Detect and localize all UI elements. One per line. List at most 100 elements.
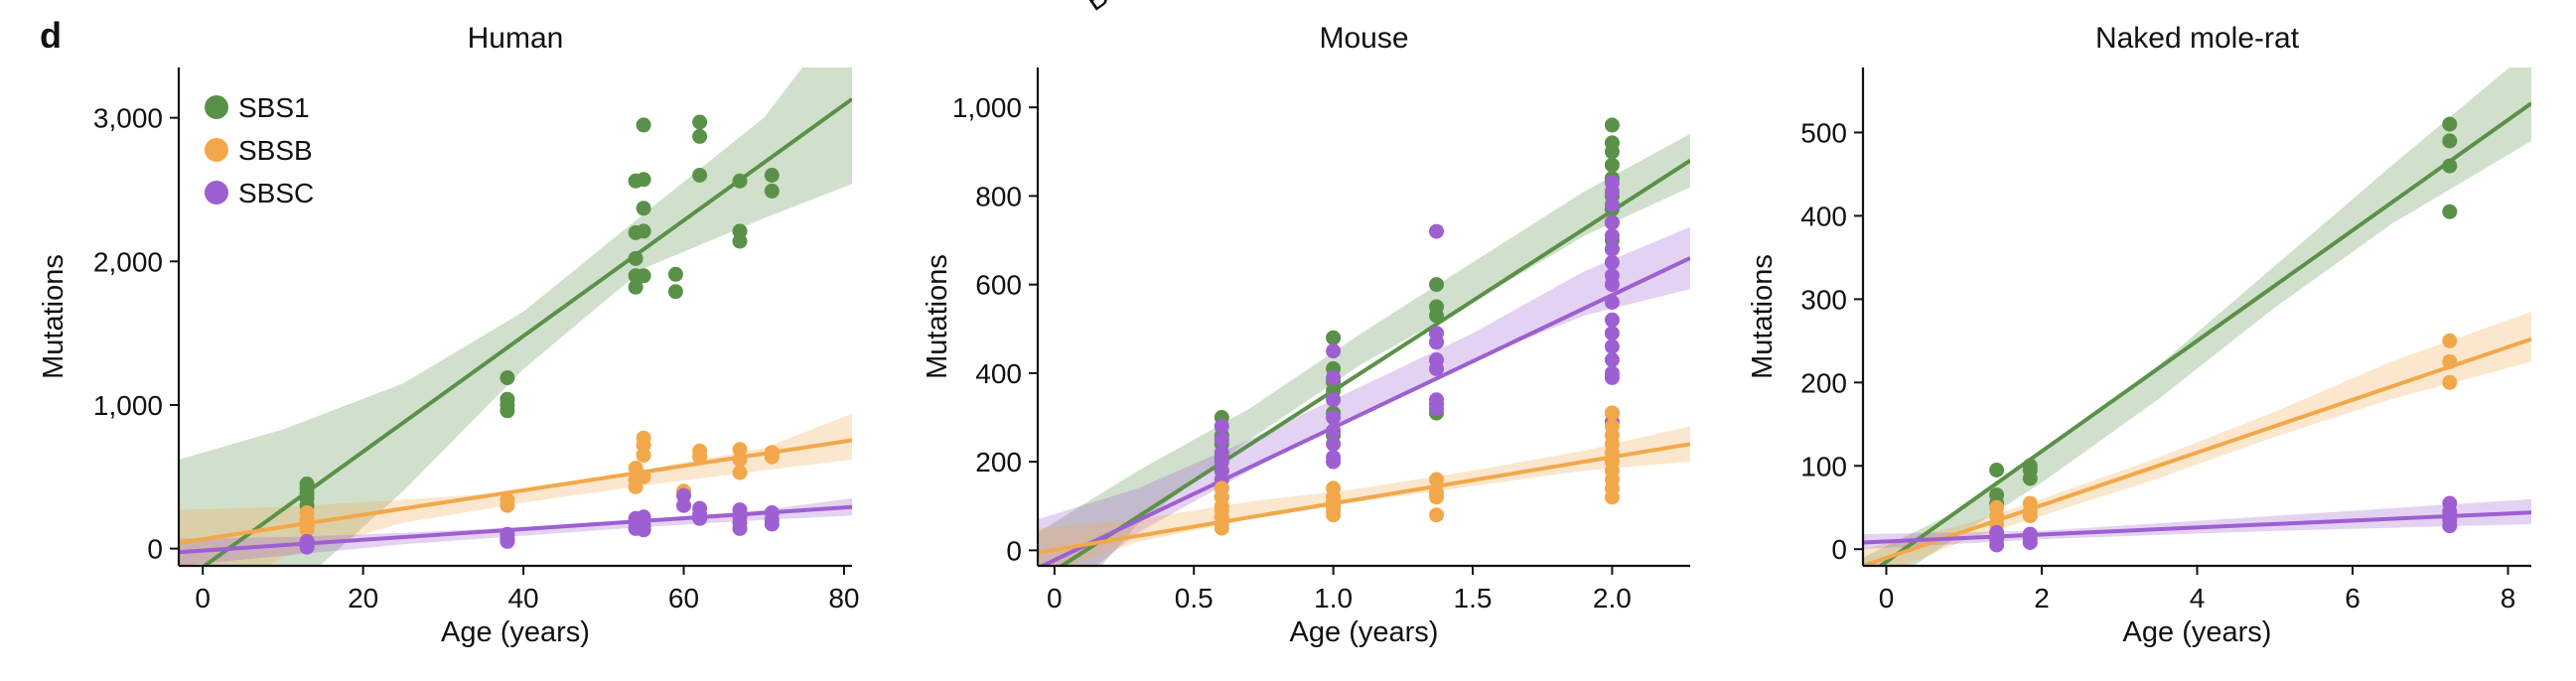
data-point-sbs1 (636, 223, 651, 239)
y-axis-label: Mutations (38, 254, 70, 379)
data-point-sbsc (2022, 535, 2038, 550)
chart-panel-naked-mole-rat: 0 2 4 6 8 0 100 200 300 400 500 Naked mole-rat Age (… (1747, 22, 2531, 648)
plot-area (1863, 68, 2531, 566)
data-point-sbsb (1326, 507, 1342, 523)
data-point-sbsc (299, 539, 315, 555)
confidence-band-sbs1 (1863, 68, 2531, 566)
data-point-sbs1 (764, 183, 780, 199)
data-point-sbsc (1604, 295, 1620, 310)
y-tick-label: 0 (1831, 534, 1847, 565)
panel-title: Naked mole-rat (2095, 22, 2300, 55)
y-tick-label: 200 (1800, 367, 1847, 398)
data-point-sbsb (1604, 405, 1620, 421)
x-axis-label: Age (years) (1290, 616, 1439, 648)
data-point-sbsb (1429, 489, 1444, 505)
x-axis-label: Age (years) (2123, 616, 2272, 648)
data-point-sbsb (1604, 489, 1620, 505)
data-point-sbs1 (1989, 463, 2005, 477)
data-point-sbs1 (2442, 116, 2458, 132)
data-point-sbsc (1326, 369, 1342, 385)
x-axis-label: Age (years) (441, 616, 590, 648)
data-point-sbsb (732, 465, 748, 480)
data-point-sbsc (1604, 184, 1620, 200)
data-point-sbsc (1214, 432, 1229, 448)
x-tick-label: 80 (828, 583, 859, 613)
y-tick-label: 1,000 (952, 92, 1022, 123)
data-point-sbsc (1326, 410, 1342, 425)
legend-label-sbsb: SBSB (238, 135, 313, 166)
y-tick-label: 2,000 (93, 246, 163, 277)
x-tick-label: 2.0 (1593, 583, 1632, 613)
data-point-sbsc (1604, 352, 1620, 367)
x-tick-label: 6 (2345, 583, 2361, 613)
legend-label-sbs1: SBS1 (238, 92, 310, 123)
data-point-sbsc (636, 522, 651, 538)
x-tick-label: 0 (195, 583, 211, 613)
data-point-sbs1 (1429, 308, 1444, 324)
fit-line-sbsc (1038, 256, 1690, 566)
chart-panel-human: 0 20 40 60 80 0 1,000 2,000 3,000 Human Age (years… (38, 22, 860, 648)
x-tick-label: 0 (1879, 583, 1895, 613)
data-point-sbsb (2442, 333, 2458, 348)
y-tick-label: 0 (147, 534, 163, 565)
confidence-band-sbsb (1038, 426, 1690, 566)
data-point-sbsb (2442, 353, 2458, 369)
data-point-sbs1 (628, 279, 644, 295)
x-tick-label: 1.5 (1454, 583, 1493, 613)
panel-title: Mouse (1319, 22, 1408, 55)
fit-line-sbsb (1863, 337, 2531, 566)
y-tick-label: 300 (1800, 284, 1847, 315)
data-point-sbsc (732, 520, 748, 536)
y-tick-label: 1,000 (93, 390, 163, 421)
data-point-sbsc (1604, 369, 1620, 385)
data-point-sbsc (676, 497, 691, 513)
fit-line-sbsc (1863, 510, 2531, 545)
data-point-sbsc (1604, 197, 1620, 212)
data-point-sbsb (692, 449, 708, 465)
data-point-sbsb (1429, 472, 1444, 487)
data-point-sbsc (1604, 277, 1620, 293)
y-tick-label: 400 (1800, 201, 1847, 231)
data-point-sbsb (500, 497, 515, 513)
data-point-sbsc (1604, 241, 1620, 257)
data-point-sbsc (1429, 401, 1444, 417)
y-tick-label: 600 (975, 270, 1022, 301)
data-point-sbsb (636, 448, 651, 464)
legend: SBS1 SBSB SBSC (205, 92, 314, 208)
data-point-sbsb (628, 478, 644, 494)
data-point-sbs1 (1604, 144, 1620, 160)
fit-line-sbs1 (1058, 159, 1690, 566)
x-tick-label: 4 (2190, 583, 2206, 613)
data-point-sbsc (1326, 392, 1342, 408)
x-tick-label: 2 (2034, 583, 2050, 613)
fit-line-sbsb (1038, 442, 1690, 555)
data-point-sbsc (1429, 360, 1444, 376)
data-point-sbs1 (500, 370, 515, 385)
x-tick-label: 40 (507, 583, 538, 613)
legend-marker-sbs1 (205, 95, 228, 119)
data-point-sbsb (1214, 520, 1229, 536)
data-point-sbs1 (732, 233, 748, 249)
data-point-sbsc (1989, 537, 2005, 553)
y-tick-label: 100 (1800, 451, 1847, 481)
data-point-sbs1 (636, 172, 651, 188)
data-point-sbs1 (636, 117, 651, 133)
data-point-sbs1 (692, 128, 708, 144)
panel-letter: d (40, 15, 62, 56)
x-tick-label: 0.5 (1175, 583, 1214, 613)
data-point-sbsb (299, 522, 315, 538)
data-point-sbs1 (2022, 471, 2038, 486)
data-point-sbsc (1604, 228, 1620, 244)
data-point-sbsb (636, 469, 651, 484)
data-point-sbsc (764, 516, 780, 532)
data-point-sbs1 (667, 284, 683, 300)
plot-area (179, 68, 852, 566)
y-tick-label: 500 (1800, 117, 1847, 148)
legend-marker-sbsb (205, 138, 228, 162)
data-point-sbs1 (667, 266, 683, 282)
data-point-sbsb (2442, 374, 2458, 390)
x-tick-label: 60 (668, 583, 699, 613)
data-point-sbsc (1604, 326, 1620, 341)
data-point-sbs1 (2442, 204, 2458, 219)
